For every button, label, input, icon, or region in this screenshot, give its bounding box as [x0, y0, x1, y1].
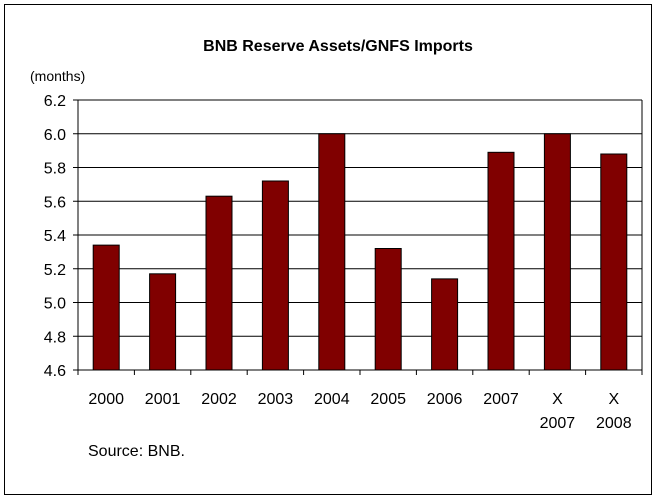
x-tick-label: 2002: [201, 391, 237, 408]
chart-title: BNB Reserve Assets/GNFS Imports: [203, 38, 473, 55]
bar: [600, 153, 628, 371]
y-tick-label: 5.4: [44, 228, 66, 245]
x-tick-label: 2003: [258, 391, 294, 408]
source-note: Source: BNB.: [88, 443, 185, 460]
bar: [149, 273, 177, 371]
bar: [431, 278, 459, 371]
x-tick-label: 2007: [540, 415, 576, 432]
y-tick-labels: 4.6 4.8 5.0 5.2 5.4 5.6 5.8 6.0 6.2: [44, 93, 66, 380]
x-tick-label: X: [552, 391, 563, 408]
bar: [318, 133, 346, 371]
x-tick-label: 2004: [314, 391, 350, 408]
y-tick-label: 5.2: [44, 262, 66, 279]
bar: [92, 244, 120, 371]
bar: [205, 195, 233, 371]
axes: [73, 99, 643, 375]
x-tick-label: X: [608, 391, 619, 408]
y-tick-label: 5.0: [44, 296, 66, 313]
y-tick-label: 4.8: [44, 329, 66, 346]
x-tick-labels: 2000 2001 2002 2003 2004 2005 2006 2007 X 2007 X 20…: [88, 391, 631, 432]
x-tick-label: 2006: [427, 391, 463, 408]
x-tick-label: 2001: [145, 391, 181, 408]
bars: [92, 133, 628, 371]
y-tick-label: 6.0: [44, 127, 66, 144]
bar: [487, 151, 515, 371]
y-tick-label: 4.6: [44, 363, 66, 380]
bar: [261, 180, 289, 371]
y-tick-label: 6.2: [44, 93, 66, 110]
y-tick-label: 5.6: [44, 194, 66, 211]
x-tick-label: 2005: [370, 391, 406, 408]
y-axis-unit-label: (months): [30, 68, 85, 84]
x-tick-label: 2000: [88, 391, 124, 408]
y-tick-label: 5.8: [44, 161, 66, 178]
bar: [374, 248, 402, 371]
x-tick-label: 2008: [596, 415, 632, 432]
x-tick-label: 2007: [483, 391, 519, 408]
bar: [543, 133, 571, 371]
